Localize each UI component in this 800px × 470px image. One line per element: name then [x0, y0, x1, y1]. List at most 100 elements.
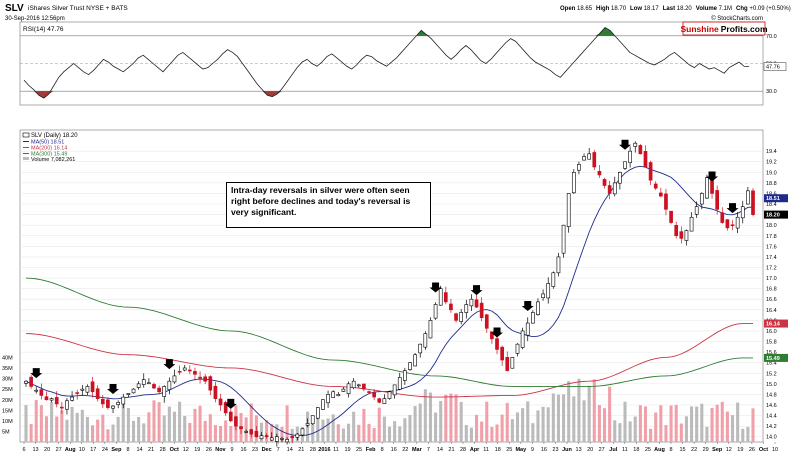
volume-bar — [157, 402, 161, 442]
candle-body — [326, 394, 330, 404]
volume-tick-label: 20M — [2, 398, 13, 404]
date-tick-label: 19 — [737, 447, 743, 453]
volume-bar — [126, 407, 130, 442]
volume-bar — [116, 416, 120, 442]
price-tick-label: 14.4 — [766, 414, 777, 420]
volume-bar — [454, 394, 458, 442]
volume-bar — [131, 420, 136, 442]
candle-body — [607, 185, 612, 194]
date-tick-label: 12 — [726, 447, 732, 453]
candle-body — [515, 343, 520, 354]
candle-body — [223, 402, 228, 414]
date-tick-label: Jun — [562, 447, 572, 453]
candle-body — [730, 224, 735, 227]
volume-bar — [275, 424, 279, 442]
date-tick-label: May — [515, 447, 527, 453]
volume-bar — [618, 423, 622, 442]
volume-bar — [311, 422, 315, 442]
candle-body — [474, 299, 479, 308]
date-tick-label: 25 — [645, 447, 651, 453]
date-tick-label: 11 — [483, 447, 489, 453]
volume-bar — [485, 401, 489, 442]
candle-body — [111, 405, 115, 409]
candle-body — [285, 439, 289, 443]
date-tick-label: 9 — [531, 447, 534, 453]
volume-bar — [152, 400, 156, 442]
price-tick-label: 16.4 — [766, 308, 777, 314]
date-tick-label: 21 — [148, 447, 154, 453]
candle-body — [428, 320, 433, 339]
candle-body — [218, 398, 223, 406]
rsi-overbought-fill — [595, 27, 615, 36]
volume-bar — [418, 403, 422, 442]
date-tick-label: 23 — [552, 447, 558, 453]
rsi-overbought-fill — [416, 30, 432, 36]
candle-body — [162, 386, 167, 397]
quote-label: Volume — [696, 6, 719, 12]
date-tick-label: 28 — [460, 447, 466, 453]
date-tick-label: Jul — [609, 447, 617, 453]
date-tick-label: 28 — [160, 447, 166, 453]
candle-body — [65, 400, 69, 410]
candle-body — [331, 391, 336, 398]
volume-bar — [741, 428, 745, 442]
candle-body — [510, 357, 515, 369]
quote-line: Open 18.65 High 18.70 Low 18.17 Last 18.20 V… — [560, 6, 791, 12]
candle-body — [469, 298, 474, 307]
volume-bar — [55, 416, 59, 442]
candle-body — [449, 303, 453, 311]
candle-body — [244, 431, 248, 433]
date-tick-label: 18 — [633, 447, 639, 453]
date-tick-label: 8 — [381, 447, 384, 453]
candle-body — [29, 376, 33, 387]
quote-value: +0.09 (+0.50%) — [749, 6, 790, 12]
candle-body — [689, 216, 694, 232]
volume-bar — [285, 405, 289, 442]
candle-body — [147, 382, 151, 385]
candle-body — [664, 193, 668, 210]
date-tick-label: Feb — [366, 447, 376, 453]
legend-ma200: MA(200) 16.14 — [31, 146, 67, 152]
candle-body — [182, 367, 187, 371]
ma50-last-value: 18.51 — [766, 196, 780, 202]
date-tick-label: 24 — [102, 447, 108, 453]
date-tick-label: 27 — [56, 447, 62, 453]
volume-bar — [474, 414, 479, 442]
volume-bar — [664, 425, 668, 442]
reversal-arrow — [521, 301, 534, 312]
candle-body — [633, 142, 638, 147]
candle-body — [203, 376, 208, 382]
date-tick-label: 16 — [541, 447, 547, 453]
quote-value: 18.17 — [644, 6, 660, 12]
volume-bar — [556, 394, 560, 442]
reversal-arrow — [163, 359, 176, 370]
price-tick-label: 14.2 — [766, 424, 777, 430]
volume-bar — [638, 405, 642, 442]
candle-body — [377, 398, 382, 403]
candle-body — [193, 371, 197, 375]
price-last-box — [764, 210, 788, 219]
volume-bar — [510, 419, 514, 442]
candle-body — [459, 312, 464, 322]
price-tick-label: 17.4 — [766, 255, 777, 261]
candle-body — [403, 370, 407, 381]
candle-body — [623, 161, 627, 169]
volume-bar — [341, 428, 345, 442]
date-tick-label: Oct — [170, 447, 179, 453]
date-tick-label: 18 — [495, 447, 501, 453]
volume-bar — [715, 404, 719, 442]
date-tick-label: Oct — [759, 447, 768, 453]
price-tick-label: 17.0 — [766, 276, 777, 282]
volume-bar — [367, 423, 371, 442]
volume-bar — [321, 419, 325, 442]
candle-body — [740, 206, 745, 219]
candle-body — [602, 179, 607, 186]
date-tick-label: 25 — [506, 447, 512, 453]
candle-body — [157, 387, 161, 393]
volume-bar — [582, 400, 586, 442]
ma200-last-box — [764, 319, 788, 328]
price-axis: 19.419.219.018.818.618.418.218.017.817.6… — [764, 149, 788, 441]
candle-body — [321, 399, 325, 410]
volume-bar — [162, 415, 166, 442]
candle-body — [551, 272, 556, 287]
